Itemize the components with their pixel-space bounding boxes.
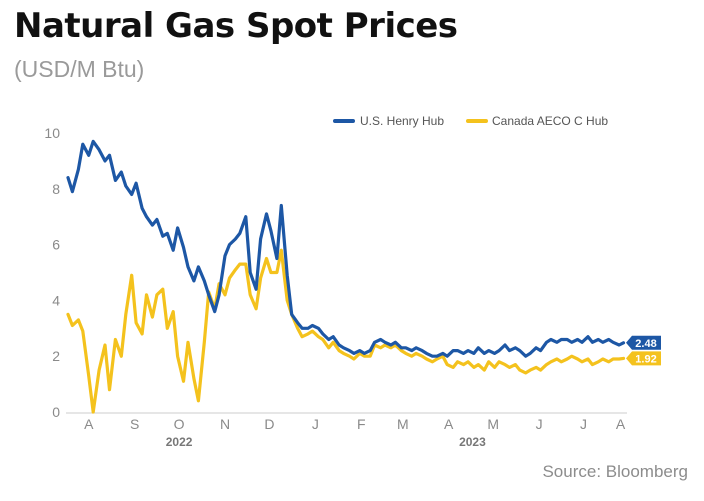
legend-label: Canada AECO C Hub bbox=[492, 114, 608, 128]
y-tick-label: 4 bbox=[52, 292, 60, 308]
x-tick-label: N bbox=[220, 416, 230, 432]
end-label-value: 1.92 bbox=[635, 353, 656, 365]
x-tick-label: M bbox=[487, 416, 499, 432]
x-tick-label: A bbox=[616, 416, 626, 432]
source-note: Source: Bloomberg bbox=[542, 462, 688, 481]
x-tick-label: M bbox=[397, 416, 409, 432]
series-line-aeco-c-hub bbox=[66, 248, 626, 414]
end-value-labels: 2.48 1.92 bbox=[626, 335, 661, 366]
line-chart: 0 2 4 6 8 10 A S O N D J F M A M J J A 2022 2023 2.48 1.92 U… bbox=[44, 114, 661, 449]
chart-subtitle: (USD/M Btu) bbox=[14, 56, 145, 82]
end-label-value: 2.48 bbox=[635, 338, 656, 350]
x-tick-label: S bbox=[130, 416, 139, 432]
x-tick-label: A bbox=[444, 416, 454, 432]
x-tick-label: D bbox=[264, 416, 274, 432]
x-tick-label: F bbox=[357, 416, 366, 432]
end-label-aeco-c-hub: 1.92 bbox=[626, 351, 661, 366]
legend-label: U.S. Henry Hub bbox=[360, 114, 444, 128]
year-label: 2022 bbox=[166, 435, 193, 449]
end-label-tag bbox=[626, 335, 661, 350]
y-tick-label: 8 bbox=[52, 181, 60, 197]
x-tick-label: A bbox=[84, 416, 94, 432]
end-label-henry-hub: 2.48 bbox=[626, 335, 661, 350]
x-tick-label: O bbox=[174, 416, 185, 432]
y-tick-label: 6 bbox=[52, 237, 60, 253]
y-axis: 0 2 4 6 8 10 bbox=[44, 125, 60, 420]
x-tick-label: J bbox=[536, 416, 543, 432]
x-axis: A S O N D J F M A M J J A 2022 2023 bbox=[66, 412, 627, 449]
y-tick-label: 0 bbox=[52, 404, 60, 420]
year-label: 2023 bbox=[459, 435, 486, 449]
x-tick-label: J bbox=[580, 416, 587, 432]
x-tick-label: J bbox=[312, 416, 319, 432]
y-tick-label: 10 bbox=[44, 125, 60, 141]
series-line-henry-hub bbox=[66, 139, 626, 358]
series-lines bbox=[66, 139, 626, 414]
y-tick-label: 2 bbox=[52, 348, 60, 364]
chart-title: Natural Gas Spot Prices bbox=[14, 6, 458, 46]
end-label-tag bbox=[626, 351, 661, 366]
legend: U.S. Henry Hub Canada AECO C Hub bbox=[333, 114, 608, 128]
